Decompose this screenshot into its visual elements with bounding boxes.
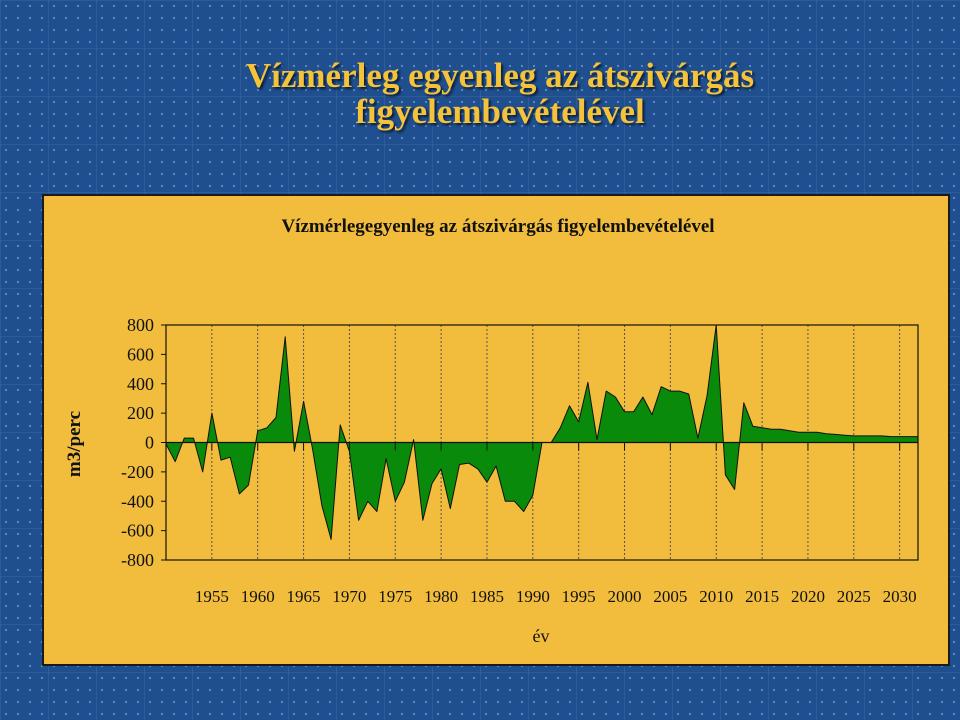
x-tick-label: 2010 bbox=[699, 587, 733, 606]
chart-title: Vízmérlegegyenleg az átszivárgás figyele… bbox=[281, 216, 714, 237]
x-tick-label: 2015 bbox=[745, 587, 779, 606]
area-chart: Vízmérlegegyenleg az átszivárgás figyele… bbox=[64, 216, 919, 646]
y-tick-label: 200 bbox=[127, 403, 154, 423]
slide-title-line-2: figyelembevételével bbox=[355, 92, 645, 131]
y-tick-label: 600 bbox=[127, 344, 154, 364]
x-axis-label: év bbox=[533, 626, 550, 646]
y-tick-label: -800 bbox=[121, 550, 154, 570]
slide-title: Vízmérleg egyenleg az átszivárgás figyel… bbox=[0, 58, 960, 130]
x-tick-label: 1970 bbox=[332, 587, 366, 606]
area-series bbox=[165, 324, 919, 540]
x-tick-label: 1955 bbox=[195, 587, 229, 606]
y-tick-label: -400 bbox=[121, 491, 154, 511]
chart-panel: Vízmérlegegyenleg az átszivárgás figyele… bbox=[42, 194, 950, 666]
y-tick-label: 400 bbox=[127, 374, 154, 394]
x-tick-label: 2020 bbox=[791, 587, 825, 606]
x-tick-label: 1975 bbox=[378, 587, 412, 606]
y-axis-label: m3/perc bbox=[64, 411, 85, 477]
x-tick-label: 1990 bbox=[516, 587, 550, 606]
y-tick-label: 800 bbox=[127, 315, 154, 335]
x-tick-label: 1995 bbox=[562, 587, 596, 606]
y-tick-label: 0 bbox=[145, 433, 154, 453]
y-tick-label: -200 bbox=[121, 462, 154, 482]
x-tick-label: 1960 bbox=[241, 587, 275, 606]
x-tick-label: 2025 bbox=[837, 587, 871, 606]
x-tick-label: 2000 bbox=[608, 587, 642, 606]
x-tick-label: 2030 bbox=[883, 587, 917, 606]
x-tick-label: 2005 bbox=[653, 587, 687, 606]
x-tick-label: 1980 bbox=[424, 587, 458, 606]
y-tick-label: -600 bbox=[121, 521, 154, 541]
x-tick-label: 1965 bbox=[287, 587, 321, 606]
x-tick-label: 1985 bbox=[470, 587, 504, 606]
slide-title-line-1: Vízmérleg egyenleg az átszivárgás bbox=[245, 56, 755, 95]
